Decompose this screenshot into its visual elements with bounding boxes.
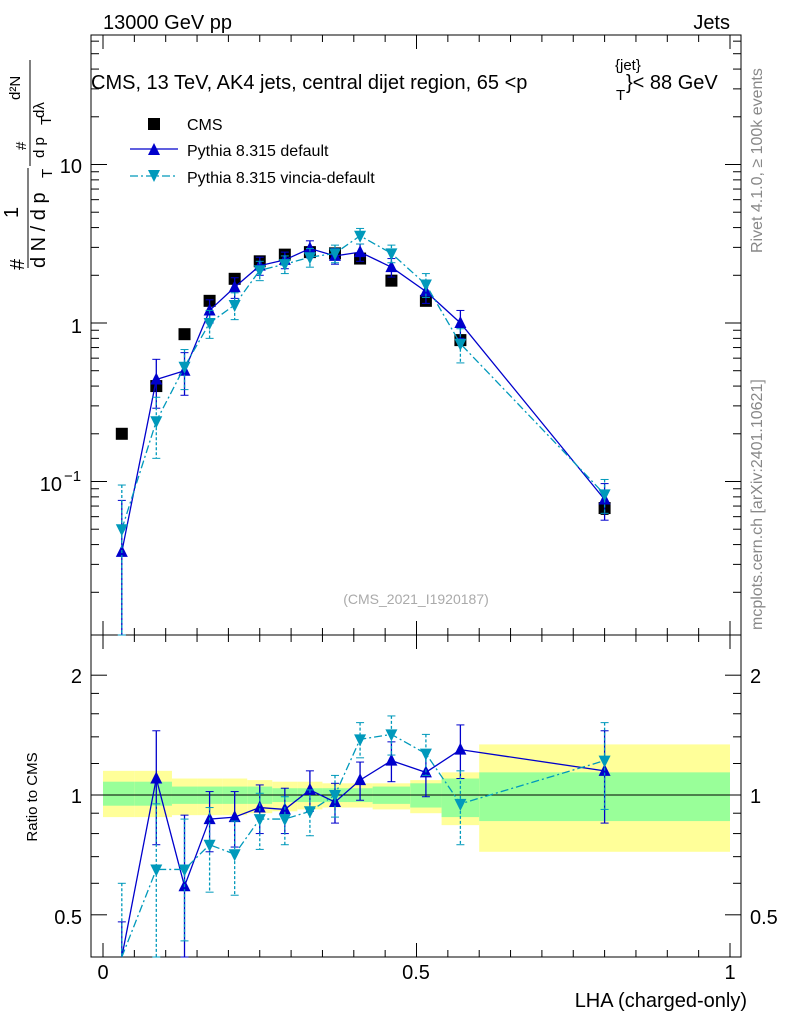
y-title-num2: d²N [7, 76, 24, 100]
data-point-main [115, 427, 128, 440]
side-label-mcplots: mcplots.cern.ch [arXiv:2401.10621] [749, 379, 766, 630]
y-title-den2-sub: T [38, 116, 55, 125]
data-point-main [150, 372, 163, 385]
data-point-ratio [354, 773, 367, 786]
data-point-main [385, 260, 398, 273]
ratio-ytick-2-right: 2 [750, 666, 761, 688]
plot-title-sup: {jet} [615, 57, 641, 74]
data-point-ratio [278, 814, 291, 827]
data-point-main [385, 274, 398, 287]
band-inner-0 [103, 781, 135, 806]
ratio-ytick-2-left: 2 [71, 666, 82, 688]
main-ytick-0.1-exponent: −1 [64, 468, 81, 485]
y-title-den-sub: T [39, 169, 56, 178]
y-title-hash2: # [13, 141, 30, 150]
y-title-num: 1 [1, 207, 23, 218]
legend-marker-vincia [148, 170, 160, 182]
plot-title: CMS, 13 TeV, AK4 jets, central dijet reg… [91, 72, 527, 94]
series-2 [115, 227, 611, 958]
data-point-main [203, 303, 216, 316]
data-point-main [203, 318, 216, 330]
header-left: 13000 GeV pp [103, 12, 232, 34]
y-title-hash: # [7, 258, 29, 270]
analysis-watermark: (CMS_2021_I1920187) [343, 591, 489, 607]
legend-label-default: Pythia 8.315 default [187, 143, 329, 160]
data-point-main [228, 280, 241, 293]
data-point-ratio [228, 810, 241, 823]
xtick-0: 0 [97, 962, 108, 984]
data-point-ratio [385, 729, 398, 742]
data-point-main [419, 279, 432, 292]
y-title-den2: d p [31, 137, 48, 158]
data-point-ratio [385, 753, 398, 766]
legend-marker-cms [148, 118, 160, 130]
y-title-den2-end: dλ [31, 102, 48, 118]
main-ytick-1: 1 [71, 316, 82, 338]
data-point-main [303, 252, 316, 265]
xtick-1: 1 [724, 962, 735, 984]
data-point-ratio [228, 849, 241, 862]
data-point-main [328, 248, 341, 261]
data-point-ratio [150, 864, 163, 877]
data-point-ratio [303, 806, 316, 819]
data-point-main [454, 338, 467, 351]
plot-title-sub: T [616, 87, 625, 104]
data-point-main [454, 316, 467, 328]
data-point-main [354, 230, 367, 243]
legend-marker-default [148, 143, 160, 155]
data-point-main [178, 328, 191, 341]
main-y-axis-title: # 1 d N / d p T # d²N d p T dλ [1, 60, 56, 270]
ratio-uncertainty-bands [103, 744, 730, 852]
header-right: Jets [693, 12, 730, 34]
data-point-main [278, 259, 291, 272]
series-0 [115, 246, 611, 515]
data-point-main [385, 248, 398, 261]
data-point-main [598, 489, 611, 502]
plot-title-end: }< 88 GeV [626, 72, 718, 94]
legend-label-vincia: Pythia 8.315 vincia-default [187, 170, 375, 187]
data-point-main [115, 524, 128, 537]
ratio-ytick-1-left: 1 [71, 786, 82, 808]
xtick-0.5: 0.5 [402, 962, 430, 984]
series-line-main-1 [121, 247, 606, 552]
ratio-ytick-0.5-right: 0.5 [750, 907, 778, 929]
data-point-ratio [454, 742, 467, 755]
data-point-ratio [419, 748, 432, 761]
data-point-ratio [253, 814, 266, 827]
main-ytick-10: 10 [60, 156, 82, 178]
data-point-ratio [253, 800, 266, 813]
data-point-ratio [178, 864, 191, 877]
series-layer [115, 227, 611, 958]
axis-ticks [91, 35, 741, 957]
data-point-main [228, 299, 241, 312]
side-label-rivet: Rivet 4.1.0, ≥ 100k events [749, 68, 766, 253]
data-point-ratio [598, 755, 611, 768]
data-point-main [253, 265, 266, 278]
data-point-main [150, 416, 163, 429]
data-point-ratio [454, 798, 467, 811]
data-point-main [303, 241, 316, 254]
data-point-ratio [203, 839, 216, 852]
legend-label-cms: CMS [187, 117, 223, 134]
data-point-ratio [150, 771, 163, 784]
ratio-ytick-0.5-left: 0.5 [54, 907, 82, 929]
series-line-main-2 [121, 235, 606, 530]
x-axis-title: LHA (charged-only) [575, 990, 747, 1012]
series-line-ratio-1 [121, 748, 605, 958]
data-point-ratio [328, 790, 341, 802]
data-point-main [354, 245, 367, 258]
y-title-den: d N / d p [28, 192, 50, 268]
data-point-main [178, 361, 191, 374]
data-point-ratio [354, 734, 367, 747]
ratio-y-axis-title: Ratio to CMS [24, 752, 41, 841]
data-point-ratio [303, 782, 316, 795]
main-ytick-0.1: 10 [40, 474, 62, 496]
legend: CMS Pythia 8.315 default Pythia 8.315 vi… [130, 117, 375, 187]
ratio-ytick-1-right: 1 [750, 786, 761, 808]
